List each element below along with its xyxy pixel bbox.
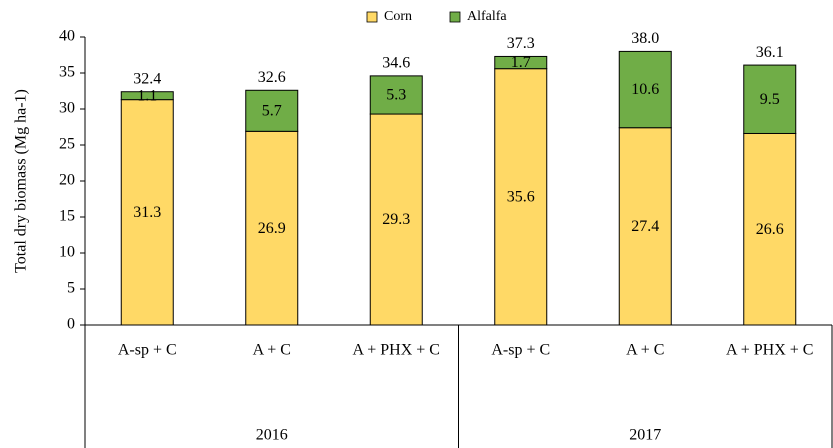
segment-label: 5.3	[386, 87, 406, 104]
segment-label: 1.1	[137, 87, 157, 104]
bar-segment	[618, 127, 672, 326]
group-label: 2017	[629, 427, 661, 444]
bar-segment	[494, 55, 548, 70]
segment-label: 35.6	[507, 189, 535, 206]
x-tick-label: A-sp + C	[118, 342, 177, 359]
y-tick-label: 40	[59, 28, 75, 45]
bar-segment	[245, 89, 299, 132]
bar-segment	[369, 113, 423, 326]
segment-label: 29.3	[382, 211, 410, 228]
segment-label: 31.3	[133, 204, 161, 221]
y-tick-label: 15	[59, 208, 75, 225]
bar-segment	[120, 91, 174, 101]
segment-label: 10.6	[631, 81, 659, 98]
segment-label: 5.7	[262, 102, 282, 119]
bar-segment	[494, 68, 548, 326]
group-label: 2016	[256, 427, 288, 444]
y-tick-label: 20	[59, 172, 75, 189]
segment-label: 1.7	[511, 54, 531, 71]
bar-segment	[618, 50, 672, 129]
bar-segment	[743, 132, 797, 326]
bar-segment	[369, 75, 423, 115]
x-tick-label: A + PHX + C	[353, 342, 440, 359]
y-tick-label: 35	[59, 64, 75, 81]
legend-label: Alfalfa	[467, 9, 507, 24]
legend-swatch	[366, 11, 378, 23]
y-axis-title: Total dry biomass (Mg ha-1)	[13, 89, 30, 273]
y-tick-label: 5	[67, 280, 75, 297]
bar-segment	[743, 64, 797, 134]
total-label: 32.4	[133, 70, 161, 87]
y-tick-label: 25	[59, 136, 75, 153]
segment-label: 27.4	[631, 218, 659, 235]
x-tick-label: A-sp + C	[491, 342, 550, 359]
x-tick-label: A + C	[253, 342, 291, 359]
total-label: 34.6	[382, 55, 410, 72]
x-tick-label: A + C	[626, 342, 664, 359]
total-label: 38.0	[631, 30, 659, 47]
total-label: 32.6	[258, 69, 286, 86]
y-tick-label: 30	[59, 100, 75, 117]
legend-swatch	[449, 11, 461, 23]
y-tick-label: 10	[59, 244, 75, 261]
bar-segment	[245, 130, 299, 326]
total-label: 36.1	[756, 44, 784, 61]
segment-label: 26.6	[756, 221, 784, 238]
legend-label: Corn	[384, 9, 412, 24]
segment-label: 9.5	[760, 91, 780, 108]
segment-label: 26.9	[258, 220, 286, 237]
total-label: 37.3	[507, 35, 535, 52]
y-tick-label: 0	[67, 316, 75, 333]
x-tick-label: A + PHX + C	[726, 342, 813, 359]
bar-segment	[120, 99, 174, 326]
